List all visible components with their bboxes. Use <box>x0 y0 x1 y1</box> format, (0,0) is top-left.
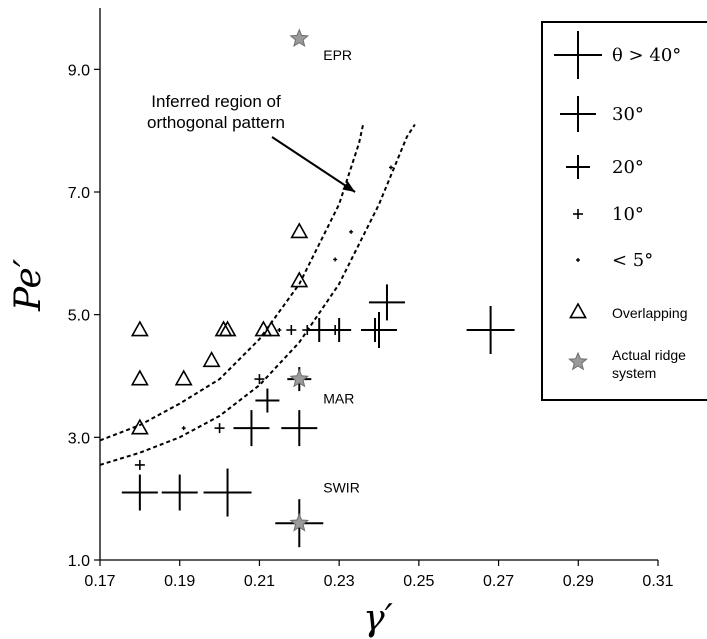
annotations: Inferred region of orthogonal pattern EP… <box>147 47 360 495</box>
x-axis-label: γ′ <box>363 598 393 639</box>
legend-marker-2 <box>566 155 590 179</box>
y-tick-label: 7.0 <box>68 185 90 202</box>
plus-marker-20 <box>255 388 280 413</box>
plus-marker-30 <box>233 410 270 447</box>
plus-marker-20 <box>363 318 388 342</box>
plus-marker-lt5 <box>349 229 354 234</box>
dashed-curve-2 <box>99 123 416 466</box>
plus-marker-lt5 <box>388 165 393 170</box>
plus-marker-lt5 <box>333 257 338 262</box>
legend-marker-4 <box>576 258 580 262</box>
legend-marker-0 <box>554 31 602 79</box>
dashed-curve-1 <box>99 124 365 442</box>
plus-marker-10 <box>254 374 265 385</box>
legend-label-0: θ > 40° <box>612 45 681 66</box>
plus-marker-30 <box>161 474 198 511</box>
legend-label-6: Actual ridge <box>612 347 686 363</box>
x-tick-label: 0.27 <box>483 573 514 590</box>
legend-label-4: < 5° <box>612 250 653 271</box>
x-tick-label: 0.23 <box>324 573 355 590</box>
legend: θ > 40° 30° 20° 10° < 5° Overlapping Actual ri… <box>541 21 707 401</box>
x-tick-label: 0.31 <box>642 573 673 590</box>
arrow-shaft <box>271 136 356 193</box>
triangle-marker <box>290 222 309 239</box>
plus-marker-10 <box>214 423 225 434</box>
plus-marker-gt40 <box>466 306 515 354</box>
data-points <box>121 28 515 548</box>
region-label-line1: Inferred region of <box>151 92 281 111</box>
star-marker <box>289 512 310 532</box>
legend-label-2: 20° <box>612 157 644 178</box>
site-label-swir: SWIR <box>323 480 360 496</box>
triangle-marker <box>174 369 193 386</box>
triangle-marker <box>130 369 149 386</box>
x-tick-label: 0.21 <box>244 573 275 590</box>
triangle-marker <box>218 320 237 337</box>
y-tick-label: 1.0 <box>68 553 90 570</box>
legend-marker-3 <box>573 209 583 219</box>
region-label-line2: orthogonal pattern <box>147 113 285 132</box>
y-tick-label: 3.0 <box>68 430 90 447</box>
legend-box <box>541 21 707 401</box>
x-tick-label: 0.19 <box>164 573 195 590</box>
axes: 0.17 0.19 0.21 0.23 0.25 0.27 0.29 0.31 1.0 3.0 5.… <box>68 8 674 590</box>
x-tick-label: 0.17 <box>84 573 115 590</box>
plus-marker-10 <box>286 325 297 335</box>
triangle-marker <box>202 351 221 368</box>
legend-marker-1 <box>560 96 596 132</box>
plus-marker-10 <box>302 325 313 335</box>
plus-marker-30 <box>281 410 318 447</box>
y-tick-label: 9.0 <box>68 62 90 79</box>
legend-marker-6 <box>568 351 588 371</box>
star-marker <box>289 28 310 47</box>
triangle-marker <box>262 320 281 337</box>
legend-label-6-cont: system <box>612 365 656 381</box>
region-curves <box>99 123 416 466</box>
triangle-marker <box>130 320 149 337</box>
legend-label-3: 10° <box>612 204 644 225</box>
legend-label-5: Overlapping <box>612 305 688 321</box>
triangle-marker <box>130 418 149 435</box>
plus-marker-lt5 <box>277 328 282 332</box>
plus-marker-lt5 <box>181 426 186 431</box>
y-tick-label: 5.0 <box>68 308 90 325</box>
plus-marker-30 <box>121 474 158 511</box>
legend-label-1: 30° <box>612 104 644 125</box>
plus-marker-10 <box>134 459 145 470</box>
y-axis-label: Pe′ <box>8 259 49 312</box>
plus-marker-gt40 <box>203 468 252 517</box>
legend-marker-5 <box>569 302 587 319</box>
plus-marker-10 <box>330 325 341 335</box>
x-tick-label: 0.25 <box>403 573 434 590</box>
x-tick-label: 0.29 <box>563 573 594 590</box>
site-label-epr: EPR <box>323 47 352 63</box>
star-marker <box>289 368 310 388</box>
plus-marker-30 <box>368 284 405 321</box>
triangle-marker <box>290 271 309 288</box>
site-label-mar: MAR <box>323 391 354 407</box>
arrow-head <box>342 181 356 192</box>
